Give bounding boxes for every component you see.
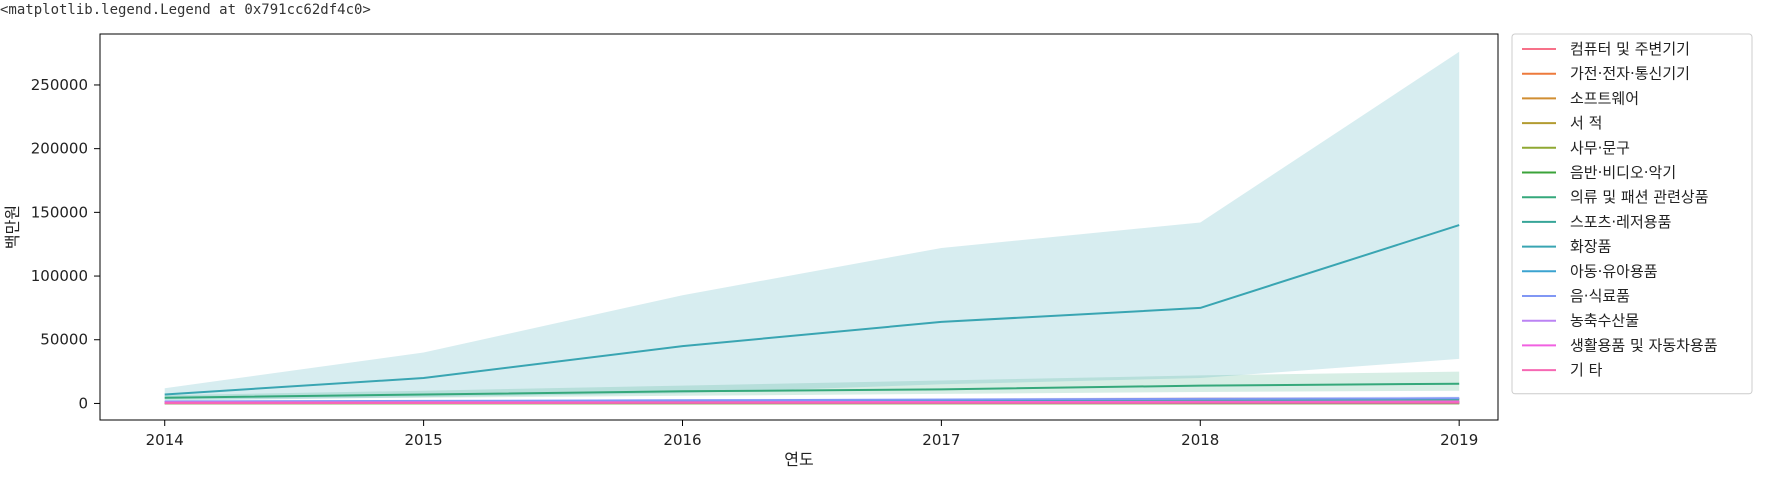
y-tick-label: 150000 (31, 203, 88, 221)
series-lines (164, 224, 1460, 405)
x-tick-label: 2019 (1440, 431, 1478, 449)
output-repr-text: <matplotlib.legend.Legend at 0x791cc62df… (0, 2, 371, 18)
series-line (164, 224, 1460, 396)
legend-entry-label: 화장품 (1570, 238, 1611, 256)
legend-entry-label: 농축수산물 (1570, 312, 1639, 330)
y-tick-label: 250000 (31, 76, 88, 94)
legend-entry-label: 기 타 (1570, 361, 1603, 379)
legend-entry-label: 가전·전자·통신기기 (1570, 65, 1690, 83)
confidence-bands (164, 51, 1460, 404)
legend-entry-label: 아동·유아용품 (1570, 262, 1658, 280)
axes-frame (99, 33, 1499, 421)
legend-entry-label: 생활용품 및 자동차용품 (1570, 336, 1718, 354)
x-tick-label: 2016 (663, 431, 701, 449)
y-axis-label: 백만원 (3, 205, 22, 249)
legend-entry-label: 음·식료품 (1570, 287, 1630, 305)
y-tick-label: 50000 (40, 331, 88, 349)
x-axis-label: 연도 (784, 450, 813, 469)
y-tick-label: 0 (78, 394, 88, 412)
series-line (164, 397, 1460, 403)
legend-entry-label: 컴퓨터 및 주변기기 (1570, 40, 1690, 58)
x-tick-label: 2014 (146, 431, 184, 449)
series-line (164, 382, 1460, 399)
x-axis-ticks: 2014 2015 2016 2017 2018 2019 (146, 420, 1478, 449)
legend-entry-label: 사무·문구 (1570, 139, 1630, 157)
confidence-band (164, 51, 1460, 401)
x-tick-label: 2017 (922, 431, 960, 449)
legend-entry-label: 소프트웨어 (1570, 89, 1639, 107)
legend-entry-label: 스포츠·레저용품 (1570, 213, 1671, 231)
confidence-band (164, 371, 1460, 400)
legend-entry-label: 서 적 (1570, 114, 1602, 132)
y-axis-ticks: 0 50000 100000 150000 200000 250000 (31, 76, 100, 412)
legend-frame (1511, 33, 1753, 395)
y-tick-label: 200000 (31, 140, 88, 158)
x-tick-label: 2018 (1181, 431, 1219, 449)
y-tick-label: 100000 (31, 267, 88, 285)
legend-entry-label: 의류 및 패션 관련상품 (1570, 188, 1709, 206)
x-tick-label: 2015 (405, 431, 443, 449)
legend-entry-label: 음반·비디오·악기 (1570, 164, 1676, 182)
